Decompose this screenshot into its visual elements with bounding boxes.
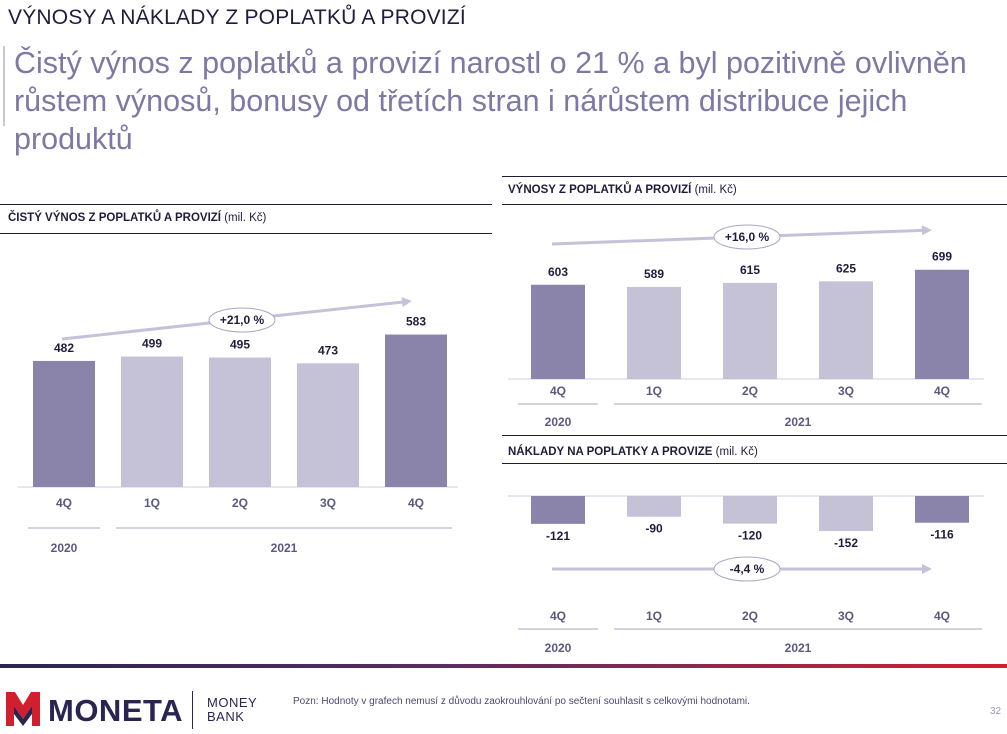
income-category-label-2: 1Q	[646, 384, 662, 398]
income-chart-unit: (mil. Kč)	[694, 184, 737, 196]
costs-header-top-rule	[502, 435, 1007, 436]
net-bar-4	[297, 363, 359, 487]
net-data-label-5: 583	[406, 315, 426, 329]
net-year-label-2020: 2020	[51, 541, 78, 555]
costs-year-label-2021: 2021	[785, 641, 812, 655]
costs-category-label-2: 1Q	[646, 609, 662, 623]
income-header-bottom-rule	[502, 204, 1007, 205]
footnote: Pozn: Hodnoty v grafech nemusí z důvodu …	[293, 696, 750, 707]
net-bar-5	[385, 334, 447, 487]
net-trend-badge	[208, 307, 276, 333]
income-data-label-1: 603	[548, 265, 568, 279]
income-category-label-4: 3Q	[838, 384, 854, 398]
brand-name: MONETA	[48, 693, 184, 728]
income-chart-title: VÝNOSY Z POPLATKŮ A PROVIZÍ (mil. Kč)	[508, 184, 737, 196]
costs-category-label-5: 4Q	[934, 609, 950, 623]
income-data-label-3: 615	[740, 263, 760, 277]
income-bar-3	[723, 282, 777, 379]
net-chart-title: ČISTÝ VÝNOS Z POPLATKŮ A PROVIZÍ (mil. K…	[8, 212, 266, 224]
costs-chart-title: NÁKLADY NA POPLATKY A PROVIZE (mil. Kč)	[508, 446, 758, 458]
income-category-label-1: 4Q	[550, 384, 566, 398]
page-number: 32	[990, 706, 1002, 717]
income-trend-badge	[713, 224, 781, 250]
income-bar-4	[819, 281, 873, 379]
page-title: VÝNOSY A NÁKLADY Z POPLATKŮ A PROVIZÍ	[8, 6, 466, 29]
headline-accent-bar	[3, 46, 5, 126]
moneta-logo-icon	[6, 692, 40, 726]
net-trend-arrow-head	[401, 297, 412, 308]
costs-bar-5	[915, 496, 969, 523]
income-data-label-2: 589	[644, 267, 664, 281]
costs-bar-2	[627, 496, 681, 517]
income-category-label-5: 4Q	[934, 384, 950, 398]
costs-data-label-1: -121	[546, 529, 570, 543]
income-chart-title-text: VÝNOSY Z POPLATKŮ A PROVIZÍ	[508, 184, 692, 196]
net-category-label-2: 1Q	[144, 496, 160, 510]
net-data-label-4: 473	[318, 343, 338, 357]
net-category-label-1: 4Q	[56, 496, 72, 510]
costs-trend-badge	[713, 556, 781, 582]
income-bar-5	[915, 269, 969, 379]
income-trend-label: +16,0 %	[725, 230, 770, 244]
net-bar-3	[209, 357, 271, 487]
costs-header-bottom-rule	[502, 463, 1007, 464]
net-data-label-3: 495	[230, 338, 250, 352]
net-chart-unit: (mil. Kč)	[224, 212, 267, 224]
costs-data-label-5: -116	[930, 528, 954, 542]
net-year-label-2021: 2021	[271, 541, 298, 555]
costs-bar-3	[723, 496, 777, 524]
costs-category-label-4: 3Q	[838, 609, 854, 623]
income-year-label-2020: 2020	[545, 415, 572, 429]
left-header-top-rule	[0, 204, 492, 205]
brand-subtitle: MONEY BANK	[207, 695, 257, 724]
costs-bar-4	[819, 496, 873, 532]
costs-data-label-3: -120	[738, 529, 762, 543]
income-header-top-rule	[502, 176, 1007, 177]
footer-gradient-line	[0, 664, 1007, 668]
income-bar-2	[627, 286, 681, 379]
net-category-label-4: 3Q	[320, 496, 336, 510]
costs-category-label-3: 2Q	[742, 609, 758, 623]
brand-divider	[192, 691, 193, 729]
net-bar-1	[33, 360, 95, 487]
left-header-bottom-rule	[0, 233, 492, 234]
income-year-label-2021: 2021	[785, 415, 812, 429]
costs-bar-1	[531, 496, 585, 524]
net-data-label-2: 499	[142, 337, 162, 351]
costs-trend-label: -4,4 %	[730, 562, 765, 576]
costs-year-label-2020: 2020	[545, 641, 572, 655]
costs-category-label-1: 4Q	[550, 609, 566, 623]
costs-data-label-4: -152	[834, 536, 858, 550]
net-bar-2	[121, 356, 183, 487]
costs-data-label-2: -90	[645, 522, 663, 536]
costs-chart-unit: (mil. Kč)	[715, 446, 758, 458]
net-chart-title-text: ČISTÝ VÝNOS Z POPLATKŮ A PROVIZÍ	[8, 212, 221, 224]
net-data-label-1: 482	[54, 341, 74, 355]
income-category-label-3: 2Q	[742, 384, 758, 398]
headline: Čistý výnos z poplatků a provizí narostl…	[14, 46, 967, 156]
income-data-label-4: 625	[836, 261, 856, 275]
income-trend-arrow-head	[921, 225, 932, 236]
net-trend-label: +21,0 %	[220, 313, 265, 327]
charts-canvas: 482 4Q 499 1Q 495 2Q 473 3Q 583 4Q 2020 2021 +21,0 %…	[18, 224, 984, 655]
net-category-label-3: 2Q	[232, 496, 248, 510]
costs-chart-title-text: NÁKLADY NA POPLATKY A PROVIZE	[508, 446, 713, 458]
income-bar-1	[531, 284, 585, 379]
costs-trend-arrow-head	[922, 564, 932, 574]
income-data-label-5: 699	[932, 250, 952, 264]
net-category-label-5: 4Q	[408, 496, 424, 510]
